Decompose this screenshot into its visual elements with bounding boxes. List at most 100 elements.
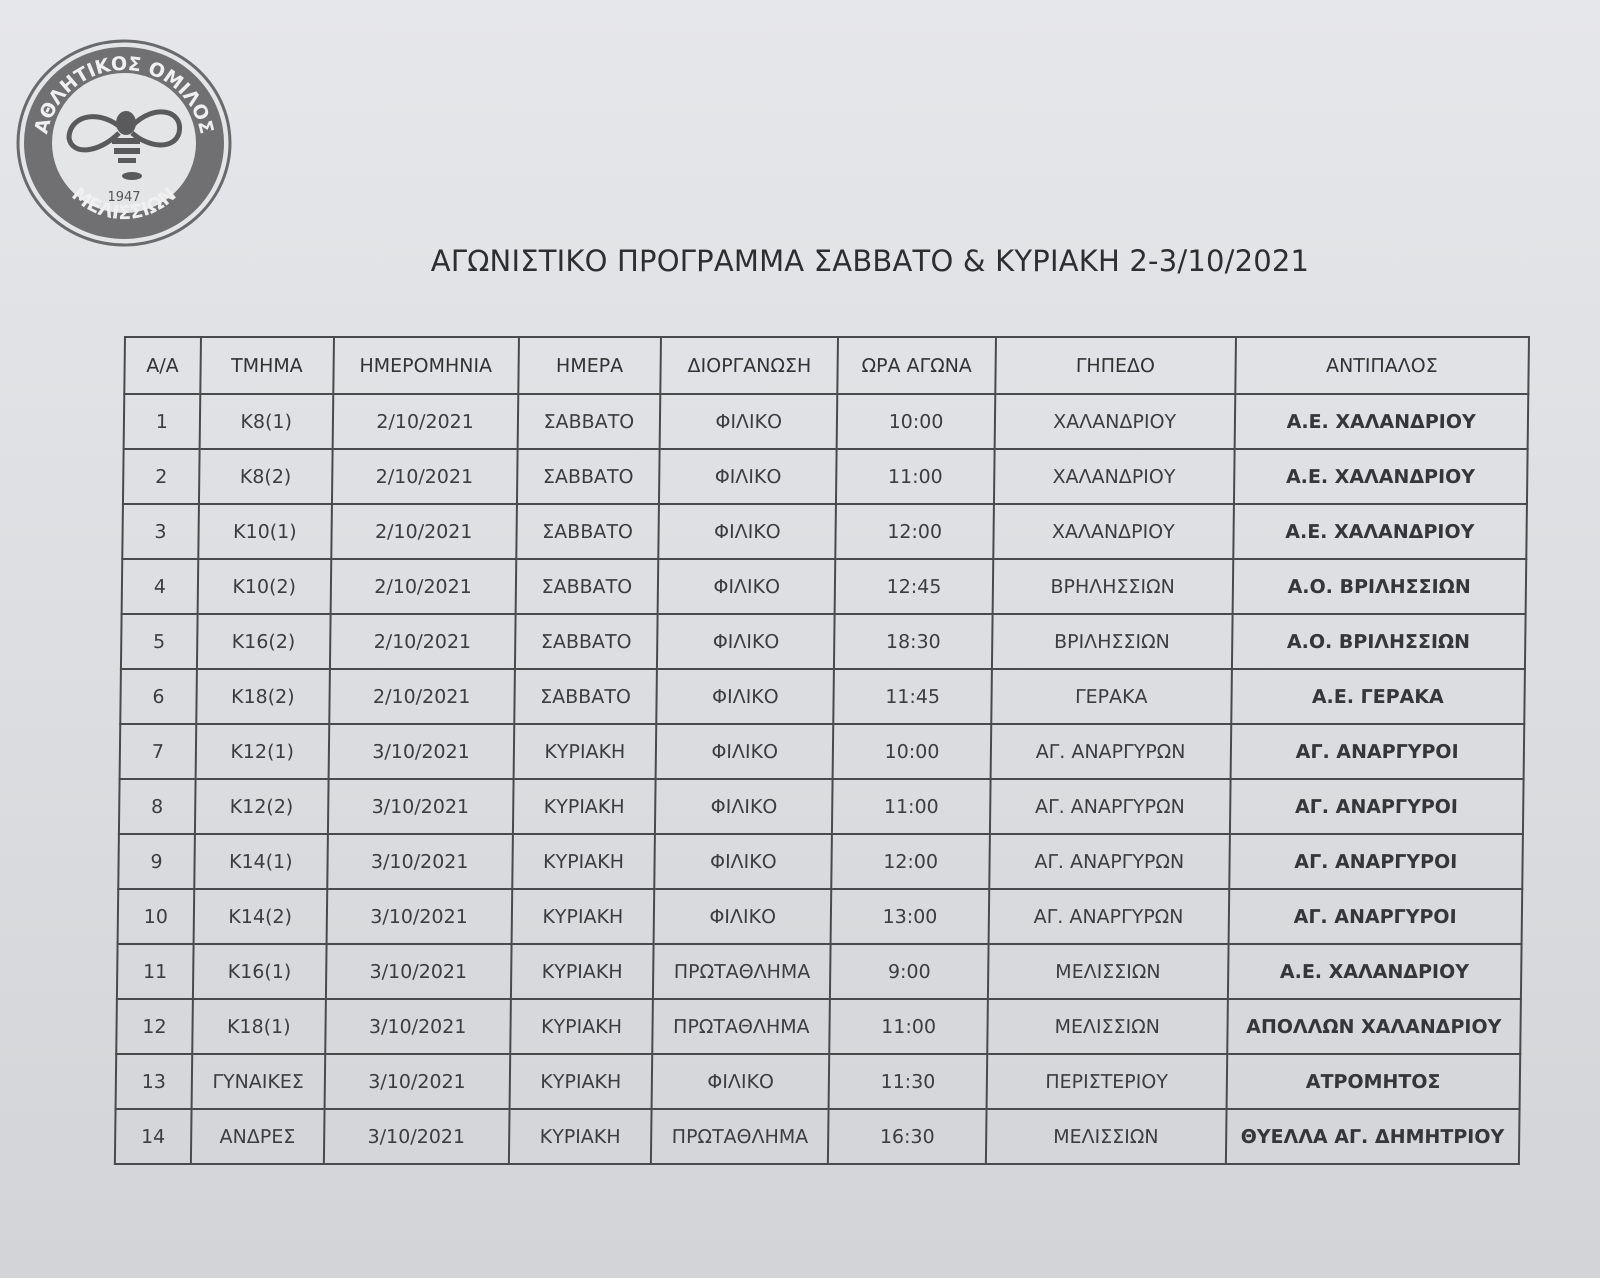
table-cell: Κ14(1) bbox=[194, 834, 328, 889]
table-cell: ΠΡΩΤΑΘΛΗΜΑ bbox=[652, 999, 831, 1054]
table-cell: 11:00 bbox=[829, 999, 988, 1054]
table-cell: ΦΙΛΙΚΟ bbox=[657, 614, 835, 669]
table-cell: 2/10/2021 bbox=[330, 504, 517, 559]
table-cell: 8 bbox=[118, 779, 196, 834]
table-cell: ΧΑΛΑΝΔΡΙΟΥ bbox=[993, 504, 1234, 559]
table-cell: 10 bbox=[117, 889, 195, 944]
table-cell: 12:00 bbox=[835, 504, 994, 559]
table-cell: ΑΓ. ΑΝΑΡΓΥΡΩΝ bbox=[989, 834, 1230, 889]
table-cell: 1 bbox=[123, 394, 201, 449]
table-cell: ΑΝΔΡΕΣ bbox=[190, 1109, 325, 1164]
table-cell: Α.Ε. ΧΑΛΑΝΔΡΙΟΥ bbox=[1234, 394, 1529, 449]
table-row: 8 Κ12(2) 3/10/2021 ΚΥΡΙΑΚΗ ΦΙΛΙΚΟ 11:00 ΑΓ. ΑΝ… bbox=[118, 779, 1524, 834]
table-row: 9 Κ14(1) 3/10/2021 ΚΥΡΙΑΚΗ ΦΙΛΙΚΟ 12:00 ΑΓ. ΑΝ… bbox=[118, 834, 1523, 889]
table-cell: ΠΡΩΤΑΘΛΗΜΑ bbox=[651, 1109, 829, 1164]
table-row: 2 Κ8(2) 2/10/2021 ΣΑΒΒΑΤΟ ΦΙΛΙΚΟ 11:00 ΧΑΛΑΝΔΡ… bbox=[122, 449, 1528, 504]
table-cell: Κ10(2) bbox=[197, 559, 331, 614]
table-row: 11 Κ16(1) 3/10/2021 ΚΥΡΙΑΚΗ ΠΡΩΤΑΘΛΗΜΑ 9:00 ΜΕ… bbox=[116, 944, 1522, 999]
table-cell: ΧΑΛΑΝΔΡΙΟΥ bbox=[993, 449, 1235, 504]
table-cell: 13:00 bbox=[830, 889, 990, 944]
column-header: ΑΝΤΙΠΑΛΟΣ bbox=[1234, 337, 1529, 394]
table-cell: 5 bbox=[120, 614, 198, 669]
table-header-row: Α/Α ΤΜΗΜΑ ΗΜΕΡΟΜΗΝΙΑ ΗΜΕΡΑ ΔΙΟΡΓΑΝΩΣΗ ΩΡΑ ΑΓΩ… bbox=[124, 337, 1529, 394]
table-cell: 2/10/2021 bbox=[331, 449, 518, 504]
table-row: 7 Κ12(1) 3/10/2021 ΚΥΡΙΑΚΗ ΦΙΛΙΚΟ 10:00 ΑΓ. ΑΝ… bbox=[119, 724, 1525, 779]
table-cell: ΣΑΒΒΑΤΟ bbox=[513, 669, 658, 724]
table-cell: 16:30 bbox=[828, 1109, 987, 1164]
table-cell: Α.Ε. ΧΑΛΑΝΔΡΙΟΥ bbox=[1232, 504, 1527, 559]
table-row: 6 Κ18(2) 2/10/2021 ΣΑΒΒΑΤΟ ΦΙΛΙΚΟ 11:45 ΓΕΡΑΚΑ… bbox=[120, 669, 1525, 724]
table-cell: ΑΓ. ΑΝΑΡΓΥΡΩΝ bbox=[990, 724, 1231, 779]
table-cell: 11:45 bbox=[833, 669, 992, 724]
table-cell: Κ18(2) bbox=[196, 669, 330, 724]
table-cell: ΧΑΛΑΝΔΡΙΟΥ bbox=[994, 394, 1235, 449]
table-row: 13 ΓΥΝΑΙΚΕΣ 3/10/2021 ΚΥΡΙΑΚΗ ΦΙΛΙΚΟ 11:30 ΠΕΡ… bbox=[115, 1054, 1521, 1109]
table-cell: 10:00 bbox=[836, 394, 996, 449]
page-title: ΑΓΩΝΙΣΤΙΚΟ ΠΡΟΓΡΑΜΜΑ ΣΑΒΒΑΤΟ & ΚΥΡΙΑΚΗ 2… bbox=[430, 244, 1310, 278]
table-cell: ΦΙΛΙΚΟ bbox=[657, 559, 836, 614]
table-cell: 11 bbox=[116, 944, 194, 999]
table-row: 3 Κ10(1) 2/10/2021 ΣΑΒΒΑΤΟ ΦΙΛΙΚΟ 12:00 ΧΑΛΑΝΔ… bbox=[122, 504, 1527, 559]
table-cell: ΚΥΡΙΑΚΗ bbox=[509, 1054, 653, 1109]
table-cell: Κ16(2) bbox=[196, 614, 331, 669]
table-cell: ΚΥΡΙΑΚΗ bbox=[512, 779, 656, 834]
table-cell: ΠΡΩΤΑΘΛΗΜΑ bbox=[653, 944, 831, 999]
table-cell: ΣΑΒΒΑΤΟ bbox=[517, 394, 661, 449]
table-row: 10 Κ14(2) 3/10/2021 ΚΥΡΙΑΚΗ ΦΙΛΙΚΟ 13:00 ΑΓ. Α… bbox=[117, 889, 1523, 944]
table-cell: Α.Ε. ΧΑΛΑΝΔΡΙΟΥ bbox=[1233, 449, 1528, 504]
table-cell: 3/10/2021 bbox=[324, 1054, 510, 1109]
club-logo: ΑΘΛΗΤΙΚΟΣ ΟΜΙΛΟΣ ΜΕΛΙΣΣΙΩΝ 1947 bbox=[16, 39, 232, 247]
table-cell: 6 bbox=[120, 669, 197, 724]
table-cell: 3/10/2021 bbox=[324, 999, 511, 1054]
table-cell: ΑΓ. ΑΝΑΡΓΥΡΟΙ bbox=[1229, 779, 1524, 834]
table-cell: ΣΑΒΒΑΤΟ bbox=[515, 559, 659, 614]
table-cell: 9 bbox=[118, 834, 195, 889]
table-cell: Κ12(1) bbox=[195, 724, 329, 779]
table-cell: 11:30 bbox=[828, 1054, 988, 1109]
table-cell: Α.Ε. ΓΕΡΑΚΑ bbox=[1230, 669, 1525, 724]
table-cell: ΑΓ. ΑΝΑΡΓΥΡΟΙ bbox=[1228, 834, 1523, 889]
table-cell: ΦΙΛΙΚΟ bbox=[653, 889, 832, 944]
bee-icon bbox=[66, 109, 182, 153]
table-cell: ΑΓ. ΑΝΑΡΓΥΡΩΝ bbox=[989, 779, 1231, 834]
table-cell: 2/10/2021 bbox=[330, 559, 516, 614]
table-cell: ΓΕΡΑΚΑ bbox=[991, 669, 1232, 724]
table-cell: Α.Ο. ΒΡΙΛΗΣΣΙΩΝ bbox=[1232, 559, 1527, 614]
table-cell: 11:00 bbox=[836, 449, 995, 504]
table-cell: ΜΕΛΙΣΣΙΩΝ bbox=[987, 999, 1228, 1054]
table-cell: ΒΡΙΛΗΣΣΙΩΝ bbox=[991, 614, 1233, 669]
table-cell: ΓΥΝΑΙΚΕΣ bbox=[191, 1054, 325, 1109]
table-cell: Κ8(1) bbox=[199, 394, 333, 449]
table-cell: Κ14(2) bbox=[193, 889, 327, 944]
table-cell: 3/10/2021 bbox=[325, 944, 512, 999]
table-cell: 11:00 bbox=[832, 779, 991, 834]
table-cell: Κ8(2) bbox=[198, 449, 333, 504]
svg-text:1947: 1947 bbox=[107, 190, 140, 205]
table-cell: ΚΥΡΙΑΚΗ bbox=[509, 999, 654, 1054]
table-row: 4 Κ10(2) 2/10/2021 ΣΑΒΒΑΤΟ ΦΙΛΙΚΟ 12:45 ΒΡΗΛΗΣ… bbox=[121, 559, 1527, 614]
table-cell: Κ16(1) bbox=[192, 944, 327, 999]
table-cell: ΚΥΡΙΑΚΗ bbox=[508, 1109, 652, 1164]
table-cell: 12:45 bbox=[834, 559, 994, 614]
table-row: 14 ΑΝΔΡΕΣ 3/10/2021 ΚΥΡΙΑΚΗ ΠΡΩΤΑΘΛΗΜΑ 16:30 Μ… bbox=[114, 1109, 1520, 1164]
table-cell: 3/10/2021 bbox=[328, 724, 514, 779]
table-cell: ΑΓ. ΑΝΑΡΓΥΡΟΙ bbox=[1228, 889, 1523, 944]
table-cell: ΘΥΕΛΛΑ ΑΓ. ΔΗΜΗΤΡΙΟΥ bbox=[1225, 1109, 1520, 1164]
table-cell: 2/10/2021 bbox=[329, 614, 516, 669]
table-cell: ΦΙΛΙΚΟ bbox=[658, 504, 837, 559]
table-cell: ΣΑΒΒΑΤΟ bbox=[514, 614, 658, 669]
table-cell: 4 bbox=[121, 559, 199, 614]
column-header: ΤΜΗΜΑ bbox=[200, 337, 334, 394]
table-cell: Κ12(2) bbox=[194, 779, 329, 834]
column-header: ΗΜΕΡΑ bbox=[517, 337, 662, 394]
table-cell: ΚΥΡΙΑΚΗ bbox=[510, 944, 654, 999]
table-cell: ΚΥΡΙΑΚΗ bbox=[513, 724, 657, 779]
table-cell: ΦΙΛΙΚΟ bbox=[655, 779, 833, 834]
column-header: ΓΗΠΕΔΟ bbox=[995, 337, 1236, 394]
table-cell: 2/10/2021 bbox=[328, 669, 515, 724]
table-cell: Α.Ε. ΧΑΛΑΝΔΡΙΟΥ bbox=[1227, 944, 1522, 999]
table-cell: 10:00 bbox=[832, 724, 992, 779]
table-row: 1 Κ8(1) 2/10/2021 ΣΑΒΒΑΤΟ ΦΙΛΙΚΟ 10:00 ΧΑΛΑΝΔΡ… bbox=[123, 394, 1529, 449]
table-cell: ΒΡΗΛΗΣΣΙΩΝ bbox=[992, 559, 1233, 614]
table-cell: ΦΙΛΙΚΟ bbox=[654, 834, 833, 889]
